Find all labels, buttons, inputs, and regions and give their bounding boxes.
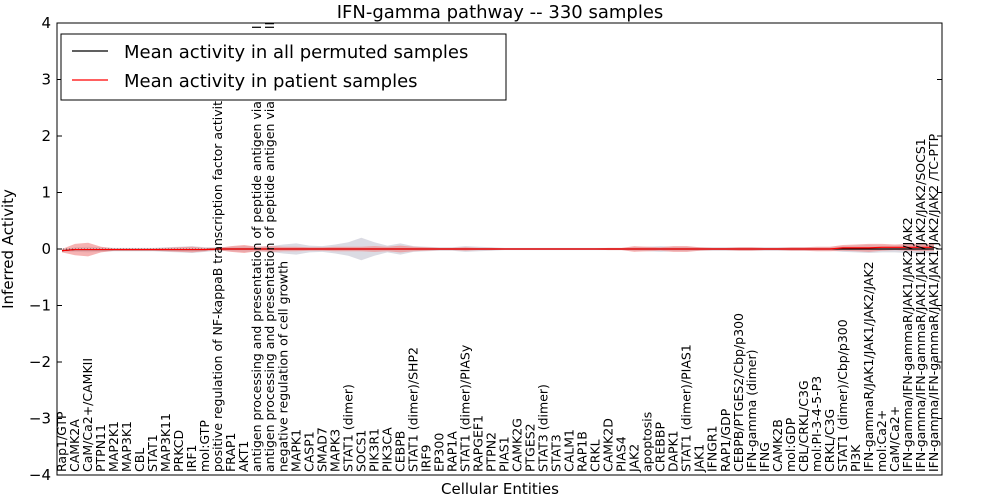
entity-label: STAT1 (dimer)/SHP2	[405, 347, 420, 472]
series-line-patient	[61, 246, 934, 252]
y-axis-ticks: −4 −3 −2 −1 0 1 2 3 4	[29, 14, 942, 484]
entity-label: STAT1	[145, 434, 160, 472]
entity-label: PTGES2	[523, 423, 538, 472]
entity-label: mol:GTP	[197, 420, 212, 472]
entity-label: AKT1	[236, 441, 251, 472]
entity-label: apoptosis	[640, 412, 655, 472]
entity-label: RAP1A	[444, 431, 459, 472]
entity-label: MAP3K1	[119, 421, 134, 472]
entity-label: IFNGR1	[705, 425, 720, 472]
entity-label: MAPK1	[288, 429, 303, 472]
entity-label: positive regulation of NF-kappaB transcr…	[210, 93, 225, 472]
entity-label: CREBBP	[653, 422, 668, 472]
y-tick-label: −2	[29, 353, 51, 371]
entity-label: antigen processing and presentation of p…	[262, 22, 277, 472]
entity-label: mol:GDP	[783, 417, 798, 472]
y-tick-label: 0	[41, 240, 51, 258]
entity-label: CEBPB/PTGES2/Cbp/p300	[731, 313, 746, 472]
entity-label: STAT1 (dimer)/Cbp/p300	[835, 319, 850, 472]
entity-label: CaM/Ca2+	[887, 406, 902, 472]
y-tick-label: 1	[41, 184, 51, 202]
entity-label: PRKCD	[171, 430, 186, 472]
legend-label-permuted: Mean activity in all permuted samples	[124, 42, 468, 63]
entity-label: antigen processing and presentation of p…	[249, 25, 264, 472]
entity-label: CALM1	[562, 429, 577, 472]
entity-label: Rap1/GTP	[54, 411, 69, 472]
y-tick-label: −3	[29, 410, 51, 428]
y-tick-label: −1	[29, 297, 51, 315]
entity-label: IFN-gamma/IFN-gammaR/JAK1/JAK2/JAK2	[900, 217, 915, 472]
entity-label: JAK2	[627, 444, 642, 473]
entity-label: negative regulation of cell growth	[275, 261, 290, 472]
entity-label: CRKL/C3G	[822, 409, 837, 472]
entity-label: FRAP1	[223, 433, 238, 472]
entity-label: IRF9	[418, 444, 433, 472]
entity-label: PTPN2	[483, 432, 498, 472]
entity-label: CAMK2G	[510, 418, 525, 472]
entity-label: PTPN11	[93, 424, 108, 472]
entity-label: RAPGEF1	[470, 415, 485, 472]
entity-label: STAT1 (dimer)	[340, 384, 355, 472]
entity-label: IFN-gammaR/JAK1/JAK1/JAK2/JAK2	[861, 261, 876, 472]
series-lines	[61, 246, 934, 252]
entity-label: IRF1	[184, 444, 199, 472]
entity-label: STAT3 (dimer)	[536, 384, 551, 472]
entity-label: SMAD7	[314, 427, 329, 472]
chart-title: IFN-gamma pathway -- 330 samples	[337, 2, 664, 23]
y-tick-label: 3	[41, 71, 51, 89]
entity-label: PI3K	[848, 444, 863, 472]
y-tick-label: −4	[29, 466, 51, 484]
legend: Mean activity in all permuted samples Me…	[60, 33, 507, 101]
entity-label: RAP1B	[575, 431, 590, 472]
entity-label: IFN-gamma/IFN-gammaR/JAK1/JAK1/JAK2/JAK2…	[926, 133, 941, 472]
entity-label: DAPK1	[666, 430, 681, 472]
entity-label: mol:Ca2+	[874, 410, 889, 472]
entity-label: STAT1 (dimer)/PIAS1	[679, 344, 694, 472]
entity-label: mol:PI-3-4-5-P3	[809, 376, 824, 472]
plot-content: Rap1/GTPCAMK2ACaM/Ca2+/CAMKIIPTPN11MAP2K…	[54, 22, 942, 473]
plot-frame	[56, 22, 943, 476]
entity-label: STAT1 (dimer)/PIASy	[457, 344, 472, 472]
entity-label: STAT3	[549, 434, 564, 472]
entity-label: CAMK2B	[770, 419, 785, 472]
entity-label: MAP2K1	[106, 421, 121, 472]
entity-label: IFN-gamma/IFN-gammaR/JAK1/JAK1/JAK2/JAK2…	[913, 138, 928, 472]
y-tick-label: 2	[41, 127, 51, 145]
entity-label: CaM/Ca2+/CAMKII	[80, 358, 95, 472]
entity-label: IFNG	[757, 442, 772, 472]
entity-label: SOCS1	[353, 430, 368, 472]
entity-label: CASP1	[301, 431, 316, 472]
entity-label: PIK3R1	[366, 428, 381, 472]
entity-label: CEBPB	[392, 431, 407, 472]
entity-label: MAPK3	[327, 429, 342, 472]
entity-label: CBL	[132, 448, 147, 472]
y-tick-label: 4	[41, 14, 51, 32]
x-axis-label: Cellular Entities	[441, 480, 559, 498]
entity-label: PIAS4	[614, 436, 629, 472]
legend-box	[60, 33, 507, 101]
entity-label: PIK3CA	[379, 427, 394, 472]
entity-label: JAK1	[692, 444, 707, 473]
entity-label: RAP1/GDP	[718, 408, 733, 472]
entity-label: CAMK2A	[67, 419, 82, 472]
entity-label: CBL/CRKL/C3G	[796, 380, 811, 472]
y-axis-label: Inferred Activity	[0, 189, 17, 309]
entity-label: CRKL	[588, 439, 603, 472]
entity-label: PIAS1	[497, 436, 512, 472]
entity-labels: Rap1/GTPCAMK2ACaM/Ca2+/CAMKIIPTPN11MAP2K…	[54, 22, 941, 473]
entity-label: MAP3K11	[158, 413, 173, 472]
entity-label: IFN-gamma (dimer)	[744, 350, 759, 473]
entity-label: CAMK2D	[601, 418, 616, 472]
entity-label: EP300	[431, 433, 446, 472]
legend-label-patient: Mean activity in patient samples	[124, 71, 418, 92]
